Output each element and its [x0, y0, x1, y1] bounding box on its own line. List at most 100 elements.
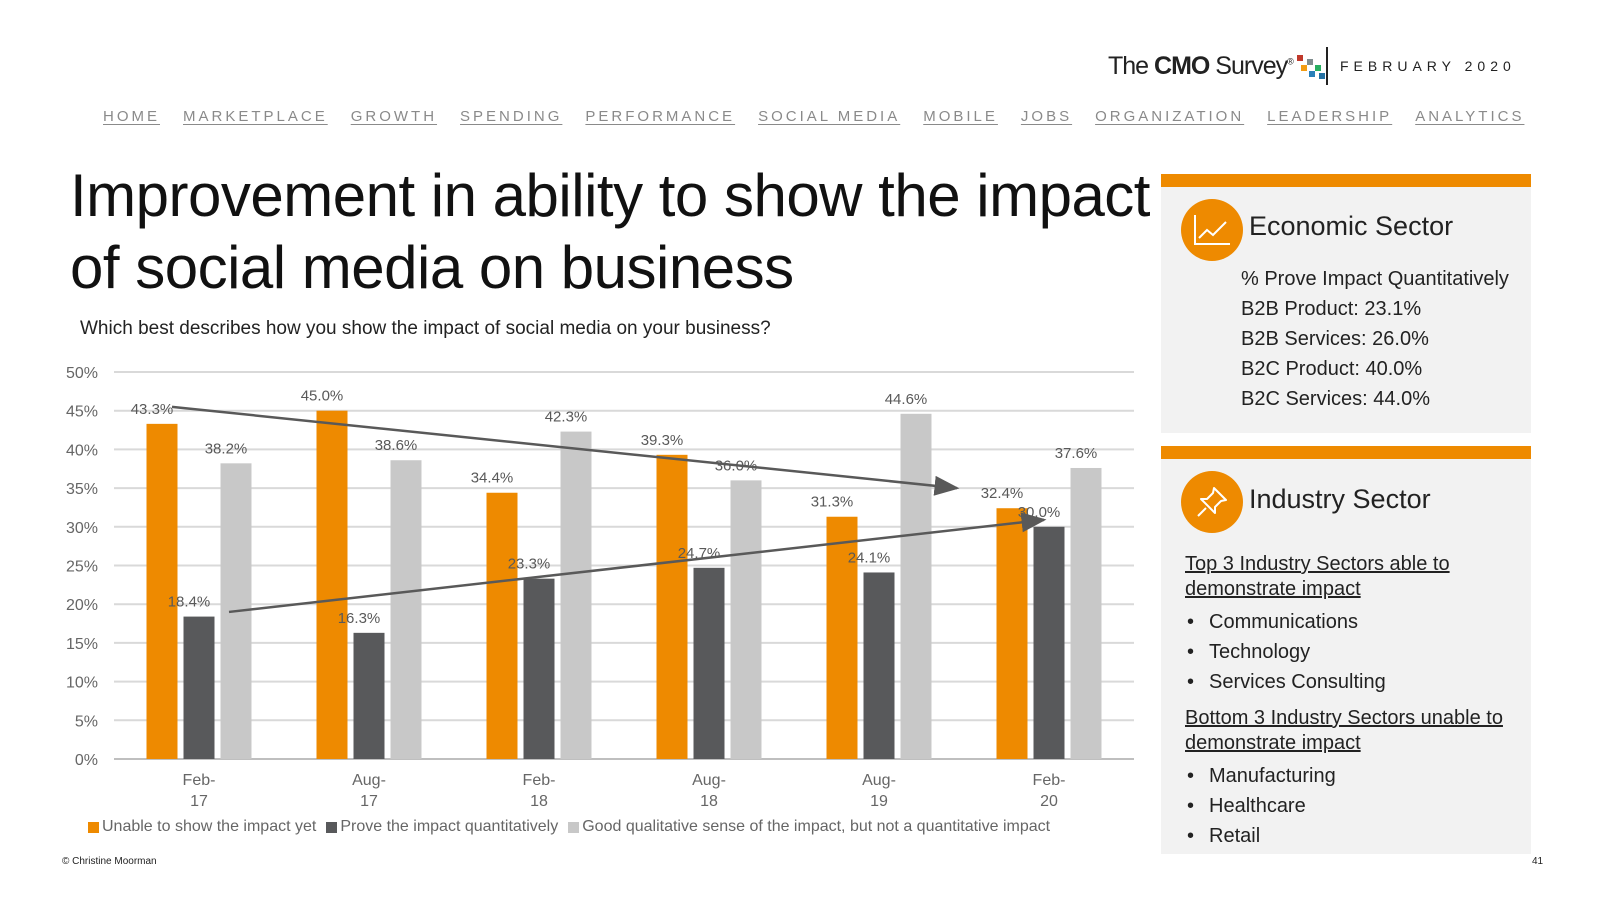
- nav-marketplace[interactable]: MARKETPLACE: [183, 108, 328, 125]
- nav-growth[interactable]: GROWTH: [350, 108, 438, 125]
- bar-qualitative: [730, 480, 762, 759]
- trend-arrow: [228, 512, 1047, 614]
- list-item: Retail: [1185, 821, 1515, 851]
- y-tick-label: 10%: [66, 675, 98, 692]
- legend-label: Unable to show the impact yet: [102, 818, 317, 835]
- y-tick-label: 35%: [66, 481, 98, 498]
- line-chart-icon: [1181, 199, 1243, 261]
- bottom-sectors-heading: Bottom 3 Industry Sectors unable to demo…: [1185, 707, 1503, 754]
- x-tick-label: Aug-17: [352, 772, 386, 810]
- data-label: 37.6%: [1055, 445, 1098, 462]
- y-tick-label: 25%: [66, 559, 98, 576]
- top-sectors-heading: Top 3 Industry Sectors able to demonstra…: [1185, 553, 1450, 600]
- copyright: © Christine Moorman: [62, 856, 157, 867]
- bar-unable: [826, 516, 858, 759]
- data-label: 45.0%: [301, 388, 344, 405]
- data-label: 36.0%: [715, 457, 758, 474]
- nav-organization[interactable]: ORGANIZATION: [1095, 108, 1245, 125]
- bar-prove: [183, 616, 215, 759]
- bar-qualitative: [560, 431, 592, 759]
- nav-mobile[interactable]: MOBILE: [923, 108, 998, 125]
- data-label: 32.4%: [981, 485, 1024, 502]
- page-title: Improvement in ability to show the impac…: [70, 162, 1150, 301]
- economic-panel-bar: [1161, 174, 1531, 187]
- y-tick-label: 40%: [66, 442, 98, 459]
- data-label: 39.3%: [641, 432, 684, 449]
- top-navigation: HOME MARKETPLACE GROWTH SPENDING PERFORM…: [103, 108, 1524, 125]
- bar-prove: [1033, 526, 1065, 759]
- bar-unable: [486, 492, 518, 759]
- data-label: 24.1%: [848, 549, 891, 566]
- x-tick-label: Feb-17: [183, 772, 216, 810]
- cmo-survey-logo: The CMO Survey®: [1108, 48, 1329, 84]
- header-divider: [1326, 47, 1328, 85]
- survey-question: Which best describes how you show the im…: [80, 318, 771, 339]
- x-tick-label: Aug-19: [862, 772, 896, 810]
- data-label: 38.6%: [375, 437, 418, 454]
- bar-qualitative: [1070, 467, 1102, 759]
- economic-stat-b2b-product: B2B Product: 23.1%: [1241, 298, 1422, 320]
- list-item: Healthcare: [1185, 791, 1515, 821]
- bar-prove: [523, 578, 555, 759]
- bar-qualitative: [900, 413, 932, 759]
- economic-heading: Economic Sector: [1249, 211, 1454, 241]
- x-tick-label: Aug-18: [692, 772, 726, 810]
- data-label: 31.3%: [811, 494, 854, 511]
- data-label: 44.6%: [885, 391, 928, 408]
- data-label: 42.3%: [545, 409, 588, 426]
- y-tick-label: 0%: [75, 752, 98, 769]
- industry-heading: Industry Sector: [1249, 484, 1431, 514]
- data-label: 43.3%: [131, 401, 174, 418]
- nav-performance[interactable]: PERFORMANCE: [585, 108, 736, 125]
- bar-chart: 43.3% 18.4% 38.2% 45.0% 16.3% 38.6% 34.4% 23.3%…: [66, 365, 1134, 810]
- x-tick-label: Feb-20: [1033, 772, 1066, 810]
- data-label: 23.3%: [508, 556, 551, 573]
- pushpin-icon: [1181, 471, 1243, 533]
- nav-social-media[interactable]: SOCIAL MEDIA: [758, 108, 901, 125]
- legend-swatch-dark: [326, 821, 338, 833]
- data-label: 38.2%: [205, 440, 248, 457]
- economic-stat-b2c-product: B2C Product: 40.0%: [1241, 358, 1423, 380]
- bar-unable: [656, 454, 688, 759]
- legend-label: Good qualitative sense of the impact, bu…: [582, 818, 1051, 835]
- y-tick-label: 50%: [66, 365, 98, 382]
- bar-prove: [353, 632, 385, 759]
- data-label: 30.0%: [1018, 504, 1061, 521]
- bar-unable: [146, 423, 178, 759]
- survey-date: FEBRUARY 2020: [1340, 58, 1516, 74]
- top-sectors-list: Communications Technology Services Consu…: [1185, 607, 1515, 697]
- legend-label: Prove the impact quantitatively: [340, 818, 559, 835]
- page-number: 41: [1532, 856, 1544, 867]
- bar-unable: [316, 410, 348, 759]
- bottom-sectors-list: Manufacturing Healthcare Retail: [1185, 761, 1515, 851]
- economic-stat-b2c-services: B2C Services: 44.0%: [1241, 388, 1430, 410]
- economic-stats: % Prove Impact Quantitatively B2B Produc…: [1241, 264, 1509, 414]
- trend-arrow: [171, 405, 960, 496]
- industry-panel-bar: [1161, 446, 1531, 459]
- data-label: 24.7%: [678, 545, 721, 562]
- legend-swatch-orange: [88, 821, 99, 833]
- legend-item-prove: Prove the impact quantitatively: [326, 818, 558, 836]
- economic-sector-panel: Economic Sector % Prove Impact Quantitat…: [1161, 187, 1531, 433]
- nav-jobs[interactable]: JOBS: [1020, 108, 1073, 125]
- bar-prove: [863, 572, 895, 759]
- logo-text: The CMO Survey®: [1108, 51, 1294, 80]
- y-tick-label: 15%: [66, 636, 98, 653]
- list-item: Technology: [1185, 637, 1515, 667]
- chart-legend: Unable to show the impact yet Prove the …: [88, 818, 1050, 836]
- bar-unable: [996, 508, 1028, 759]
- nav-home[interactable]: HOME: [103, 108, 160, 125]
- industry-content: Top 3 Industry Sectors able to demonstra…: [1185, 552, 1515, 851]
- list-item: Manufacturing: [1185, 761, 1515, 791]
- x-tick-label: Feb-18: [523, 772, 556, 810]
- logo-dots-icon: [1295, 51, 1329, 81]
- legend-item-unable: Unable to show the impact yet: [88, 818, 316, 836]
- bar-qualitative: [390, 460, 422, 759]
- y-tick-label: 45%: [66, 404, 98, 421]
- list-item: Communications: [1185, 607, 1515, 637]
- nav-spending[interactable]: SPENDING: [460, 108, 563, 125]
- nav-analytics[interactable]: ANALYTICS: [1415, 108, 1525, 125]
- legend-item-qualitative: Good qualitative sense of the impact, bu…: [568, 818, 1050, 836]
- y-tick-label: 20%: [66, 597, 98, 614]
- nav-leadership[interactable]: LEADERSHIP: [1267, 108, 1393, 125]
